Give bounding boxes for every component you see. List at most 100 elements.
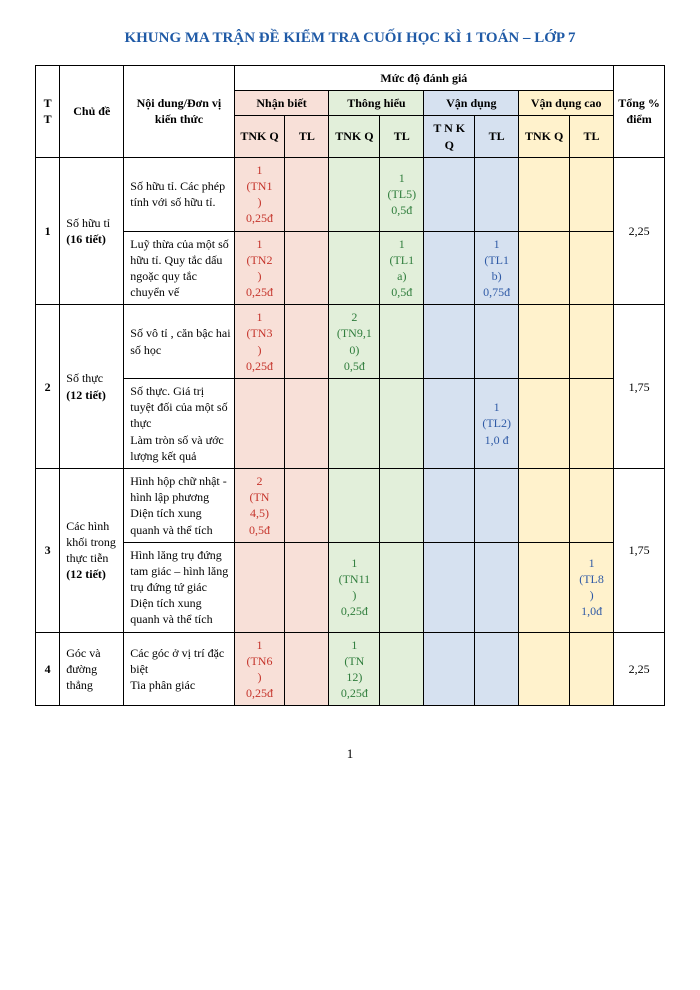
hdr-th-tl: TL — [380, 116, 424, 157]
hdr-nb-tnkq: TNK Q — [234, 116, 285, 157]
cell — [380, 379, 424, 469]
cell-tong: 2,25 — [614, 157, 665, 305]
cell: 1 (TN 12) 0,25đ — [329, 632, 380, 706]
cell: 2 (TN 4,5) 0,5đ — [234, 468, 285, 542]
cell — [329, 379, 380, 469]
cell — [569, 231, 613, 305]
cell-tt: 3 — [36, 468, 60, 632]
cell: 1 (TN1 ) 0,25đ — [234, 157, 285, 231]
cell: 1 (TN11 ) 0,25đ — [329, 542, 380, 632]
table-row: Hình lăng trụ đứng tam giác – hình lăng … — [36, 542, 665, 632]
table-row: 3Các hình khối trong thực tiễn (12 tiết)… — [36, 468, 665, 542]
cell-noidung: Hình lăng trụ đứng tam giác – hình lăng … — [124, 542, 234, 632]
cell-noidung: Số hữu tỉ. Các phép tính với số hữu tỉ. — [124, 157, 234, 231]
cell: 1 (TN3 ) 0,25đ — [234, 305, 285, 379]
cell — [285, 632, 329, 706]
cell-chude: Số hữu tỉ (16 tiết) — [60, 157, 124, 305]
cell: 1 (TL1 a) 0,5đ — [380, 231, 424, 305]
cell: 1 (TL2) 1,0 đ — [475, 379, 519, 469]
cell-tong: 1,75 — [614, 468, 665, 632]
hdr-vdc-tl: TL — [569, 116, 613, 157]
cell — [285, 231, 329, 305]
cell-chude: Góc và đường thẳng — [60, 632, 124, 706]
cell — [424, 542, 475, 632]
cell-chude: Số thực (12 tiết) — [60, 305, 124, 469]
cell — [569, 379, 613, 469]
cell — [424, 379, 475, 469]
cell: 1 (TL8 ) 1,0đ — [569, 542, 613, 632]
cell — [234, 542, 285, 632]
cell — [519, 231, 570, 305]
cell-tong: 2,25 — [614, 632, 665, 706]
cell — [475, 468, 519, 542]
cell: 1 (TN2 ) 0,25đ — [234, 231, 285, 305]
cell — [329, 468, 380, 542]
page-title: KHUNG MA TRẬN ĐỀ KIỂM TRA CUỐI HỌC KÌ 1 … — [35, 30, 665, 47]
cell — [380, 632, 424, 706]
hdr-tong: Tổng % điểm — [614, 66, 665, 158]
cell-tong: 1,75 — [614, 305, 665, 469]
hdr-noidung: Nội dung/Đơn vị kiến thức — [124, 66, 234, 158]
hdr-chude: Chủ đề — [60, 66, 124, 158]
cell — [569, 632, 613, 706]
cell — [380, 305, 424, 379]
hdr-vandungcao: Vận dụng cao — [519, 91, 614, 116]
table-row: 2Số thực (12 tiết)Số vô tỉ , căn bậc hai… — [36, 305, 665, 379]
table-body: 1Số hữu tỉ (16 tiết)Số hữu tỉ. Các phép … — [36, 157, 665, 706]
cell — [424, 468, 475, 542]
cell — [475, 305, 519, 379]
cell — [424, 157, 475, 231]
cell — [424, 305, 475, 379]
hdr-vd-tnkq: T N K Q — [424, 116, 475, 157]
table-row: 1Số hữu tỉ (16 tiết)Số hữu tỉ. Các phép … — [36, 157, 665, 231]
cell — [234, 379, 285, 469]
cell — [329, 157, 380, 231]
cell-chude: Các hình khối trong thực tiễn (12 tiết) — [60, 468, 124, 632]
cell: 1 (TL5) 0,5đ — [380, 157, 424, 231]
cell — [380, 468, 424, 542]
table-row: Luỹ thừa của một số hữu tỉ. Quy tắc dấu … — [36, 231, 665, 305]
cell — [424, 632, 475, 706]
hdr-vd-tl: TL — [475, 116, 519, 157]
cell: 2 (TN9,1 0) 0,5đ — [329, 305, 380, 379]
hdr-tt: T T — [36, 66, 60, 158]
cell-noidung: Luỹ thừa của một số hữu tỉ. Quy tắc dấu … — [124, 231, 234, 305]
cell — [475, 632, 519, 706]
cell-noidung: Số thực. Giá trị tuyệt đối của một số th… — [124, 379, 234, 469]
hdr-nb-tl: TL — [285, 116, 329, 157]
cell-noidung: Hình hộp chữ nhật - hình lập phương Diện… — [124, 468, 234, 542]
cell-tt: 2 — [36, 305, 60, 469]
cell — [285, 379, 329, 469]
cell — [285, 305, 329, 379]
cell — [519, 379, 570, 469]
cell — [475, 542, 519, 632]
cell — [424, 231, 475, 305]
cell — [569, 305, 613, 379]
table-row: Số thực. Giá trị tuyệt đối của một số th… — [36, 379, 665, 469]
cell — [285, 468, 329, 542]
page-number: 1 — [35, 746, 665, 762]
table-header: T T Chủ đề Nội dung/Đơn vị kiến thức Mức… — [36, 66, 665, 158]
matrix-table: T T Chủ đề Nội dung/Đơn vị kiến thức Mức… — [35, 65, 665, 706]
hdr-th-tnkq: TNK Q — [329, 116, 380, 157]
cell-noidung: Số vô tỉ , căn bậc hai số học — [124, 305, 234, 379]
cell — [519, 632, 570, 706]
cell — [475, 157, 519, 231]
cell — [519, 305, 570, 379]
cell — [569, 468, 613, 542]
cell: 1 (TN6 ) 0,25đ — [234, 632, 285, 706]
hdr-mucdo: Mức độ đánh giá — [234, 66, 614, 91]
cell-tt: 1 — [36, 157, 60, 305]
cell — [285, 157, 329, 231]
cell — [519, 157, 570, 231]
cell — [285, 542, 329, 632]
cell-noidung: Các góc ở vị trí đặc biệt Tia phân giác — [124, 632, 234, 706]
cell — [380, 542, 424, 632]
table-row: 4Góc và đường thẳngCác góc ở vị trí đặc … — [36, 632, 665, 706]
cell — [519, 542, 570, 632]
cell — [569, 157, 613, 231]
cell — [329, 231, 380, 305]
cell-tt: 4 — [36, 632, 60, 706]
cell: 1 (TL1 b) 0,75đ — [475, 231, 519, 305]
hdr-vandung: Vận dụng — [424, 91, 519, 116]
